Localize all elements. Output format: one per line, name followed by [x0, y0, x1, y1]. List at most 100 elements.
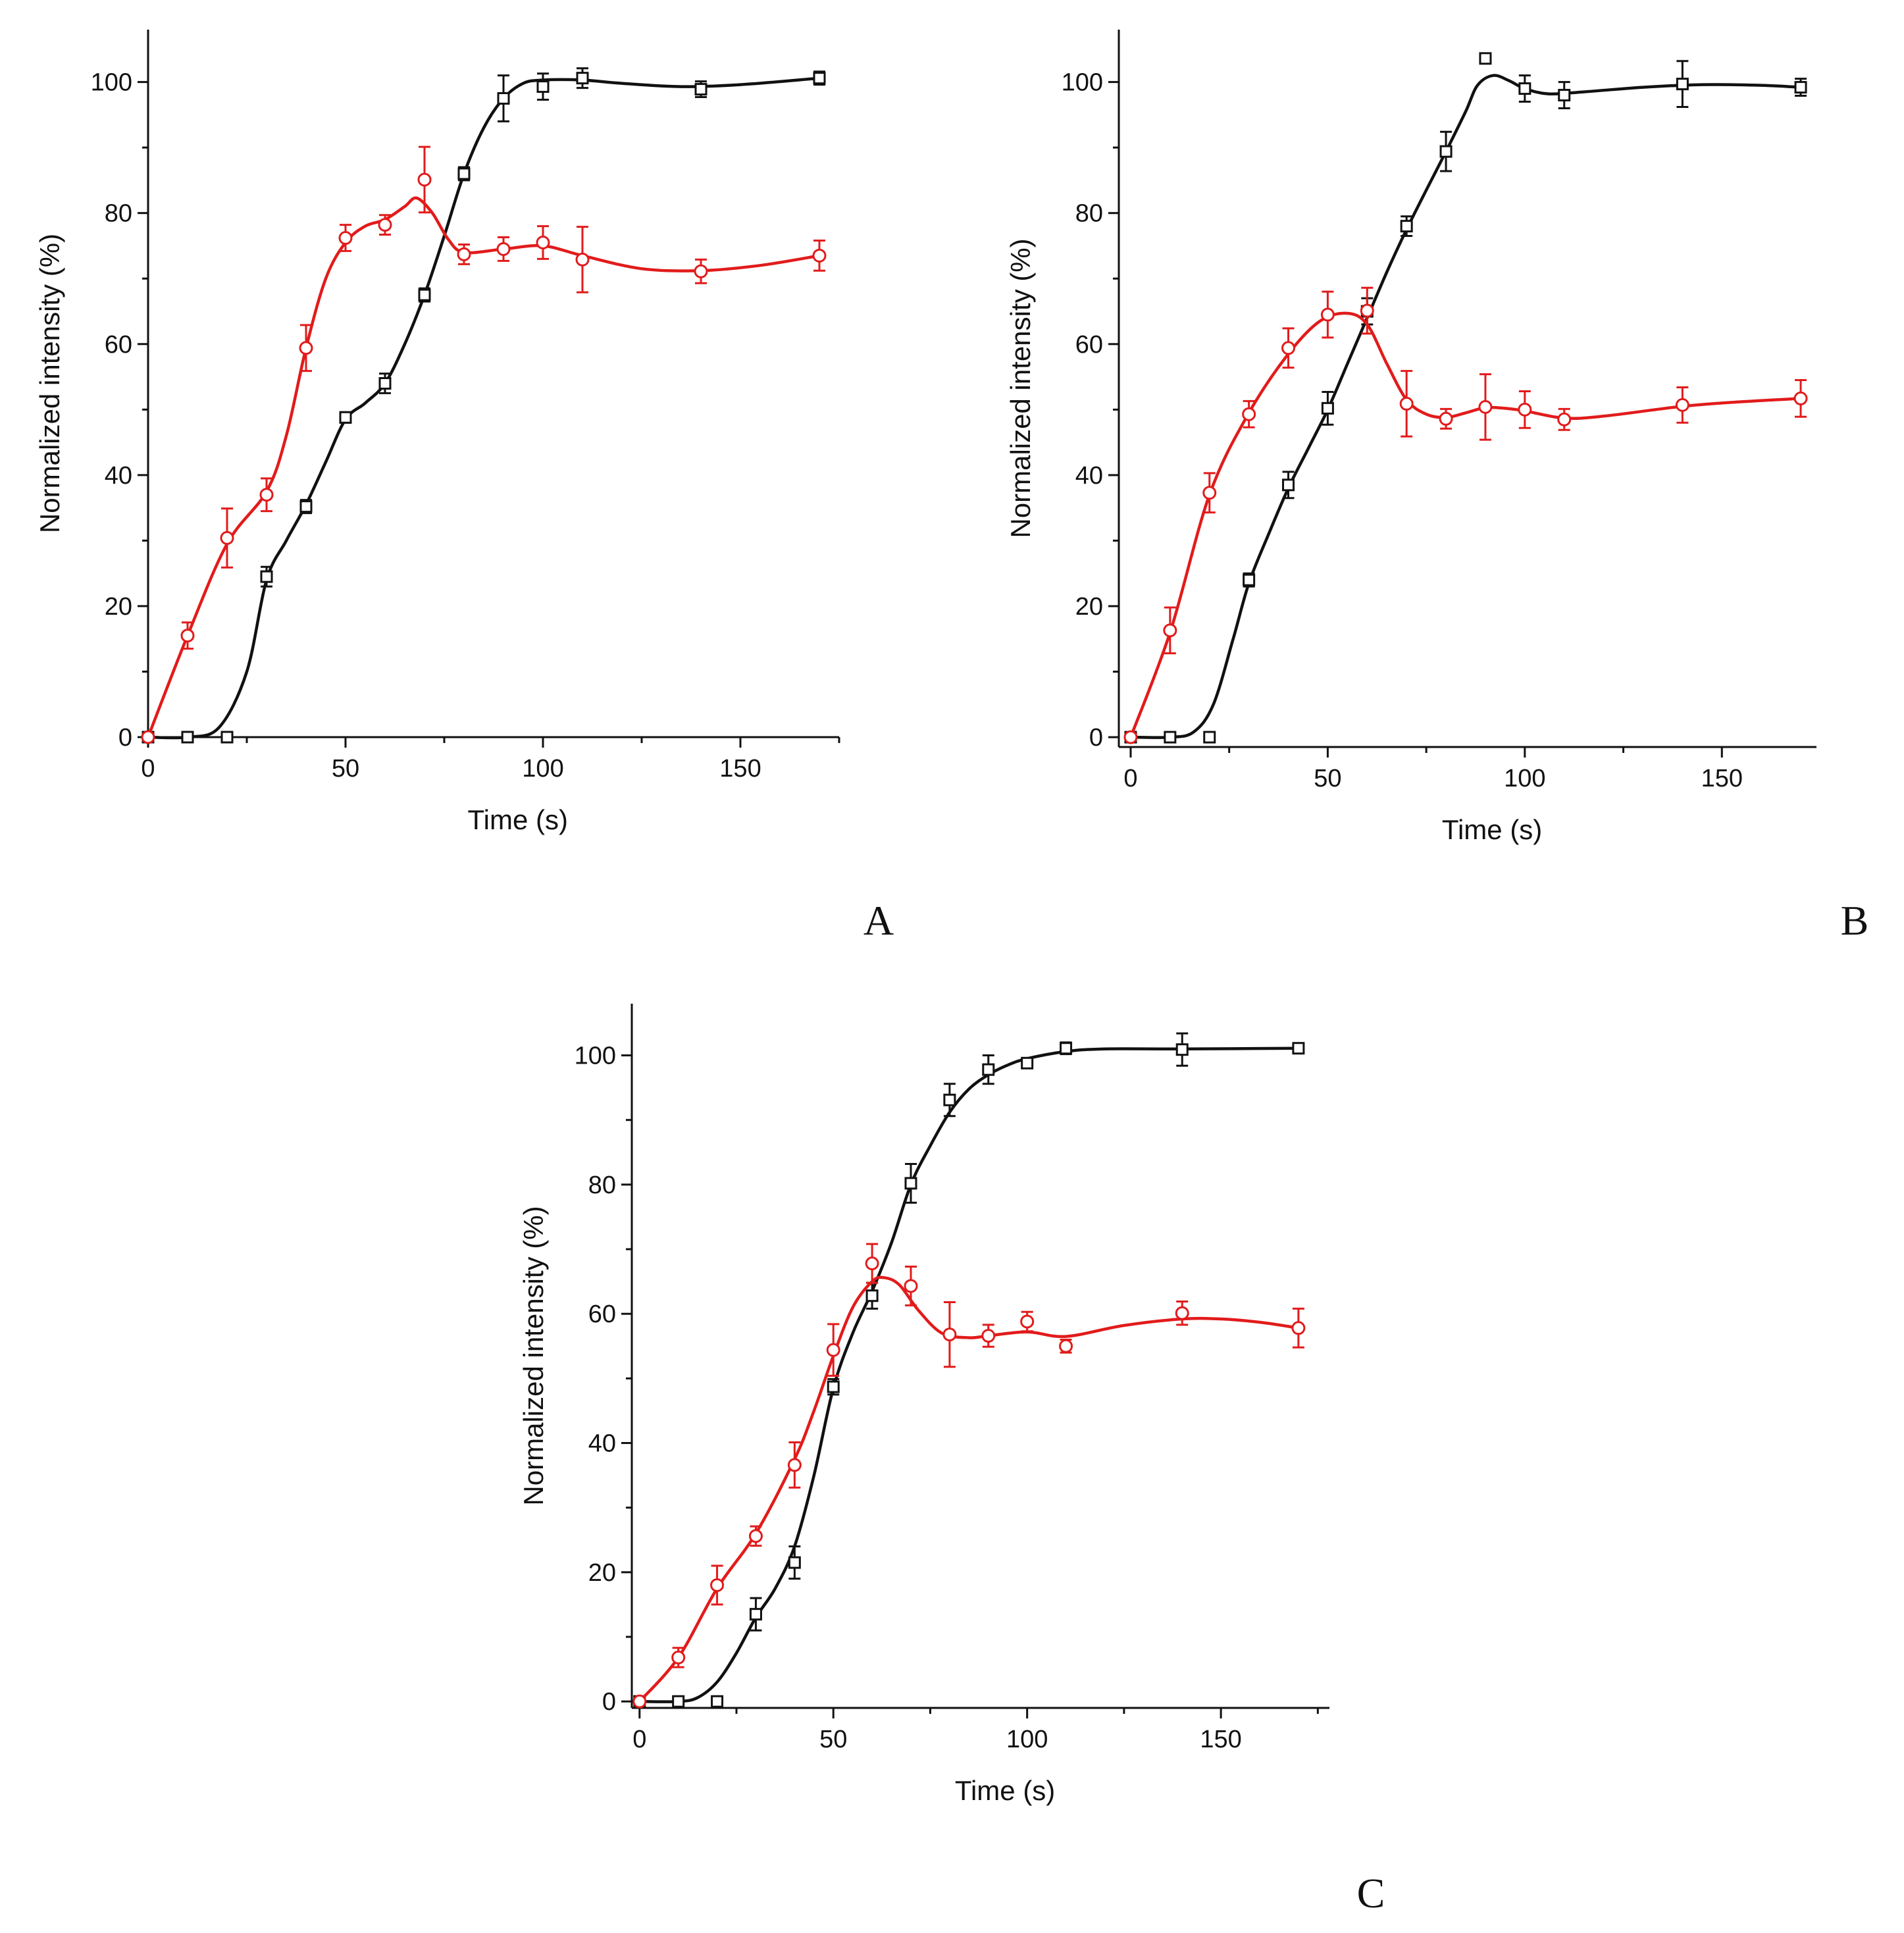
panel-b-red-series-fit-line: [1129, 311, 1801, 738]
panel-a-y-tick-label: 100: [91, 69, 132, 97]
panel-a-black-series-point: [536, 80, 550, 93]
panel-b-red-series-point: [1793, 391, 1808, 405]
panel-c-red-series-point: [632, 1694, 647, 1709]
panel-a-y-tick-label: 20: [105, 593, 132, 621]
panel-c-y-tick-label: 80: [588, 1172, 616, 1199]
panel-c-red-series-fit-line: [638, 1276, 1299, 1703]
panel-b-x-tick-label: 100: [1504, 765, 1545, 792]
panel-c-black-series-point: [749, 1608, 762, 1621]
panel-b-black-series-point: [1558, 89, 1571, 102]
panel-a-red-series-point: [575, 252, 590, 267]
panel-c-black-series-point: [1060, 1042, 1073, 1055]
panel-c-black-series-point: [711, 1695, 724, 1708]
panel-c-red-series-point: [826, 1343, 840, 1357]
panel-c-red-series: [632, 1243, 1306, 1709]
panel-c-black-series-point: [1175, 1043, 1189, 1056]
panel-a-black-series-point: [299, 500, 313, 513]
panel-a-red-series-point: [180, 629, 195, 643]
panel-c-red-series-point: [981, 1329, 996, 1343]
panel-b-black-series-point: [1321, 401, 1334, 415]
panel-a-black-series-point: [220, 731, 234, 744]
panel-b-black-series-point: [1164, 731, 1177, 744]
panel-b-red-series-point: [1439, 411, 1453, 426]
panel-a-red-series-point: [378, 218, 392, 232]
panel-a-red-series-point: [536, 235, 550, 249]
panel-c-y-tick-label: 0: [602, 1688, 616, 1716]
panel-c-red-series-point: [1059, 1339, 1073, 1353]
panel-a-red-series-point: [338, 231, 353, 245]
panel-c-x-tick-label: 100: [1006, 1726, 1048, 1753]
panel-b-black-series-point: [1243, 573, 1256, 586]
panel-c-y-tick-label: 20: [588, 1559, 616, 1587]
panel-a-red-series-point: [496, 242, 511, 256]
panel-b-black-series-fit-line: [1130, 74, 1801, 739]
panel-b: 0 50 100 150 0 20 40 60 80 100 Time (s) Normalized …: [1005, 30, 1816, 845]
panel-c-black-series-point: [827, 1380, 840, 1393]
panel-a-black-series-point: [260, 570, 273, 583]
panel-c-black-series-point: [1292, 1042, 1305, 1055]
panel-b-black-series-point: [1439, 145, 1453, 158]
panel-b-red-series-point: [1163, 623, 1177, 638]
panel-c-red-series-point: [1175, 1306, 1189, 1320]
panel-b-x-tick-label: 0: [1123, 765, 1137, 792]
panel-b-black-series-point: [1203, 731, 1216, 744]
panel-c-x-axis-title: Time (s): [955, 1775, 1055, 1806]
panel-c-y-axis-title: Normalized intensity (%): [518, 1206, 549, 1505]
panel-b-red-series-point: [1675, 398, 1689, 412]
panel-b-red-series-point: [1281, 341, 1296, 355]
panel-b-red-series-point: [1518, 402, 1532, 417]
panel-a-x-tick-label: 150: [719, 755, 761, 783]
panel-a-red-series-point: [694, 264, 708, 278]
panel-a-red-series-point: [457, 247, 471, 261]
panel-a-red-series-point: [299, 341, 313, 355]
panel-a: 0 50 100 150 0 20 40 60 80 100 Time (s) Normalized …: [34, 30, 840, 835]
panel-c-black-series-point: [672, 1695, 685, 1708]
panel-a-red-series-point: [259, 488, 274, 502]
panel-c-y-tick-label: 60: [588, 1301, 616, 1328]
panel-c: 0 50 100 150 0 20 40 60 80 100 Time (s) Normalized …: [518, 1004, 1329, 1806]
panel-a-letter: A: [863, 897, 894, 944]
panel-c-red-series-point: [942, 1327, 957, 1342]
panel-c-letter: C: [1357, 1870, 1385, 1917]
panel-a-black-series-point: [181, 731, 194, 744]
panel-b-letter: B: [1841, 897, 1869, 944]
panel-b-x-tick-label: 150: [1701, 765, 1743, 792]
panel-a-y-tick-label: 80: [105, 200, 132, 228]
panel-b-y-tick-label: 20: [1075, 593, 1103, 621]
panel-a-black-series-point: [418, 288, 431, 301]
panel-c-black-series-point: [943, 1093, 956, 1106]
panel-a-red-series: [141, 145, 827, 744]
panel-b-red-series-point: [1123, 730, 1138, 744]
panel-a-black-series-fit-line: [147, 76, 820, 740]
panel-c-black-series-point: [904, 1177, 917, 1190]
panel-c-red-series-point: [671, 1650, 686, 1664]
panel-a-y-tick-label: 40: [105, 462, 132, 490]
panel-c-y-tick-label: 100: [575, 1043, 616, 1070]
panel-b-x-axis-title: Time (s): [1442, 814, 1542, 845]
panel-b-red-series-point: [1320, 307, 1335, 322]
panel-a-red-series-point: [220, 530, 234, 545]
panel-c-red-series-point: [787, 1458, 802, 1472]
panel-b-red-series-point: [1202, 486, 1217, 500]
panel-a-black-series-point: [497, 92, 510, 105]
panel-b-red-series-point: [1557, 412, 1572, 426]
panel-a-black-series-point: [576, 72, 589, 85]
panel-a-red-series-point: [812, 248, 827, 263]
panel-b-red-series-point: [1360, 303, 1374, 318]
panel-c-red-series-point: [865, 1256, 879, 1271]
panel-b-y-axis-title: Normalized intensity (%): [1005, 238, 1036, 538]
panel-c-y-tick-label: 40: [588, 1430, 616, 1458]
panel-b-red-series-point: [1242, 407, 1256, 421]
panel-c-red-series-point: [904, 1279, 918, 1293]
panel-c-x-tick-label: 0: [632, 1726, 646, 1753]
panel-a-black-series-point: [694, 83, 708, 96]
panel-a-x-tick-label: 100: [522, 755, 563, 783]
panel-c-red-series-point: [710, 1578, 725, 1592]
panel-c-black-series: [633, 1032, 1305, 1708]
panel-b-black-series: [1124, 52, 1807, 744]
panel-c-black-series-point: [865, 1289, 879, 1302]
panel-a-y-axis-title: Normalized intensity (%): [34, 234, 65, 533]
panel-c-red-series-point: [1291, 1321, 1306, 1335]
panel-b-y-tick-label: 40: [1075, 462, 1103, 490]
